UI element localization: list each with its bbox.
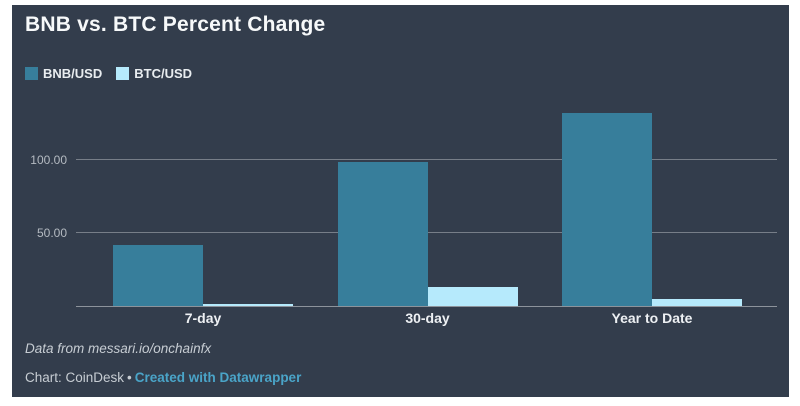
btc-usd-legend-swatch-icon: [116, 67, 130, 80]
datawrapper-credit-link[interactable]: Created with Datawrapper: [134, 370, 302, 385]
bar-bnb-usd-year-to-date[interactable]: [562, 113, 652, 306]
bar-btc-usd-30-day[interactable]: [427, 287, 518, 306]
bar-group-year-to-date: [562, 109, 742, 306]
legend-item-btc-usd: BTC/USD: [116, 66, 192, 81]
credit-author-text: Chart: CoinDesk: [25, 370, 125, 385]
x-axis-label-year-to-date: Year to Date: [611, 310, 693, 326]
chart-panel: BNB vs. BTC Percent Change BNB/USD BTC/U…: [12, 5, 789, 397]
bar-bnb-usd-30-day[interactable]: [337, 161, 428, 306]
gridline-100-00: 100.00: [30, 153, 777, 167]
bar-group-30-day: [337, 109, 518, 306]
chart-credit-line: Chart: CoinDesk • Created with Datawrapper: [25, 370, 301, 385]
legend-item-bnb-usd: BNB/USD: [25, 66, 102, 81]
x-axis-label-7-day: 7-day: [184, 310, 222, 326]
y-axis-tick-label: 100.00: [30, 153, 67, 168]
bar-chart-plot-area: 50.00 100.00: [30, 109, 777, 307]
bar-btc-usd-year-to-date[interactable]: [652, 299, 742, 306]
y-axis-tick-label: 50.00: [36, 226, 67, 241]
bar-bnb-usd-7-day[interactable]: [113, 244, 203, 306]
bar-groups: [76, 109, 777, 306]
legend-label-btc-usd: BTC/USD: [134, 66, 193, 81]
x-axis-labels: 7-day 30-day Year to Date: [76, 310, 777, 326]
chart-title: BNB vs. BTC Percent Change: [25, 13, 326, 36]
legend-label-bnb-usd: BNB/USD: [43, 66, 103, 81]
data-source-note: Data from messari.io/onchainfx: [25, 341, 212, 356]
bar-btc-usd-7-day[interactable]: [203, 303, 293, 306]
credit-separator: •: [127, 370, 132, 385]
x-axis-label-30-day: 30-day: [405, 310, 450, 326]
legend: BNB/USD BTC/USD: [25, 66, 192, 81]
bar-group-7-day: [113, 109, 293, 306]
bnb-usd-legend-swatch-icon: [25, 67, 38, 80]
